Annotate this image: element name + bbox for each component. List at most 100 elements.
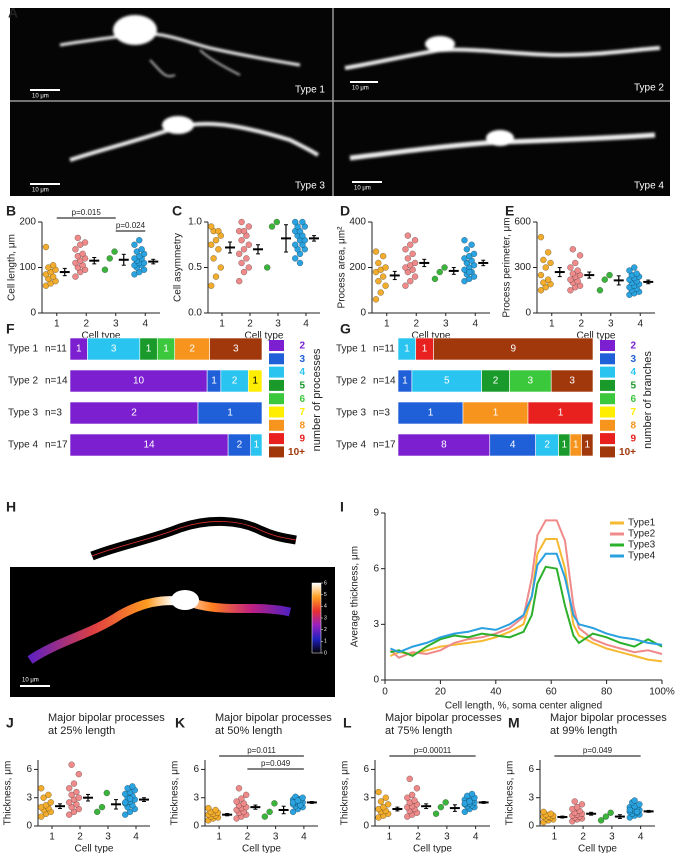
data-point <box>470 250 478 258</box>
data-point <box>631 264 638 271</box>
x-axis-label: Cell type <box>82 331 121 342</box>
data-point <box>261 813 269 820</box>
panel-label: A <box>8 5 18 21</box>
skeleton-mask <box>90 517 297 561</box>
legend-swatch <box>600 379 615 391</box>
x-axis-label: Cell type <box>577 331 616 342</box>
bar-segment <box>433 337 594 361</box>
segment-label: 2 <box>544 440 550 451</box>
data-point <box>263 264 271 271</box>
legend-label: Type3 <box>628 540 656 551</box>
y-tick-label: 3 <box>26 792 32 803</box>
data-point <box>299 794 306 801</box>
row-label: Type 4 <box>336 440 366 451</box>
data-point <box>65 811 73 818</box>
bar-segment <box>527 401 594 425</box>
legend-swatch <box>600 393 615 405</box>
type-label: Type 4 <box>634 181 664 192</box>
segment-label: 1 <box>252 376 258 387</box>
y-tick-label: 6 <box>528 764 534 775</box>
legend-swatch <box>600 366 615 378</box>
panel-label: D <box>340 203 350 219</box>
legend-label: 5 <box>630 381 636 392</box>
data-point <box>631 797 638 804</box>
colorbar-tick-label: 2 <box>324 627 327 633</box>
data-point <box>380 803 387 811</box>
segment-label: 8 <box>441 440 447 451</box>
legend-swatch <box>269 393 284 405</box>
data-line <box>390 552 663 654</box>
n-label: n=14 <box>45 376 68 387</box>
data-point <box>68 791 75 799</box>
legend-label: Type2 <box>628 529 656 540</box>
data-point <box>273 218 281 226</box>
scale-bar-label: 10 μm <box>32 188 49 194</box>
chart-title: at 75% length <box>385 725 452 737</box>
data-point <box>205 804 212 812</box>
data-point <box>238 795 245 802</box>
data-point <box>576 252 584 259</box>
panel-label: B <box>6 203 16 219</box>
segment-label: 5 <box>444 376 450 387</box>
segment-label: 1 <box>422 344 428 355</box>
legend-label: 4 <box>299 367 305 378</box>
y-tick-label: 0.5 <box>188 262 202 273</box>
significance-label: p=0.011 <box>247 746 276 755</box>
row-label: Type 2 <box>8 376 38 387</box>
data-point <box>245 223 253 230</box>
data-point <box>210 255 217 262</box>
legend-label: 9 <box>299 434 305 445</box>
x-tick-label: 1 <box>387 832 393 843</box>
data-point <box>626 267 633 274</box>
y-tick-label: 0 <box>26 821 32 832</box>
segment-label: 4 <box>510 440 516 451</box>
segment-label: 9 <box>510 344 516 355</box>
x-tick-label: 40 <box>490 687 502 698</box>
legend-label: 8 <box>630 420 636 431</box>
legend-swatch <box>269 340 284 351</box>
data-point <box>544 249 552 256</box>
legend-swatch <box>600 433 615 445</box>
data-point <box>607 809 614 817</box>
data-point <box>70 780 78 787</box>
y-tick-label: 600 <box>514 217 531 228</box>
x-tick-label: 20 <box>435 687 447 698</box>
n-label: n=11 <box>373 344 395 355</box>
x-tick-label: 1 <box>49 832 55 843</box>
significance-label: p=0.024 <box>116 221 146 230</box>
data-point <box>572 259 579 267</box>
row-label: Type 4 <box>8 440 38 451</box>
segment-label: 3 <box>111 344 117 355</box>
bar-segment <box>550 369 594 393</box>
data-point <box>299 218 306 226</box>
data-point <box>296 259 304 267</box>
legend-swatch <box>269 353 284 365</box>
y-tick-label: 400 <box>349 217 366 228</box>
x-tick-label: 4 <box>638 832 644 843</box>
x-axis-label: Cell type <box>242 844 281 853</box>
x-axis-label: Cell type <box>578 844 617 853</box>
significance-label: p=0.049 <box>583 746 613 755</box>
data-point <box>74 234 82 242</box>
y-tick-label: 6 <box>373 563 379 574</box>
data-point <box>567 264 574 271</box>
x-tick-label: 2 <box>415 832 421 843</box>
x-axis-label: Cell type <box>245 331 284 342</box>
y-tick-label: 100 <box>19 262 36 273</box>
data-point <box>468 241 475 248</box>
n-label: n=3 <box>373 408 390 419</box>
data-point <box>409 250 416 258</box>
colorbar-tick-label: 5 <box>324 592 327 598</box>
segment-label: 2 <box>189 344 195 355</box>
data-point <box>49 261 57 269</box>
data-point <box>131 241 138 248</box>
data-point <box>571 798 578 805</box>
x-axis-label: Cell type <box>412 331 451 342</box>
data-point <box>93 808 101 816</box>
x-tick-label: 3 <box>105 832 111 843</box>
x-tick-label: 4 <box>303 319 309 330</box>
data-point <box>404 232 412 239</box>
legend-label: 6 <box>299 394 305 405</box>
data-point <box>136 236 143 244</box>
